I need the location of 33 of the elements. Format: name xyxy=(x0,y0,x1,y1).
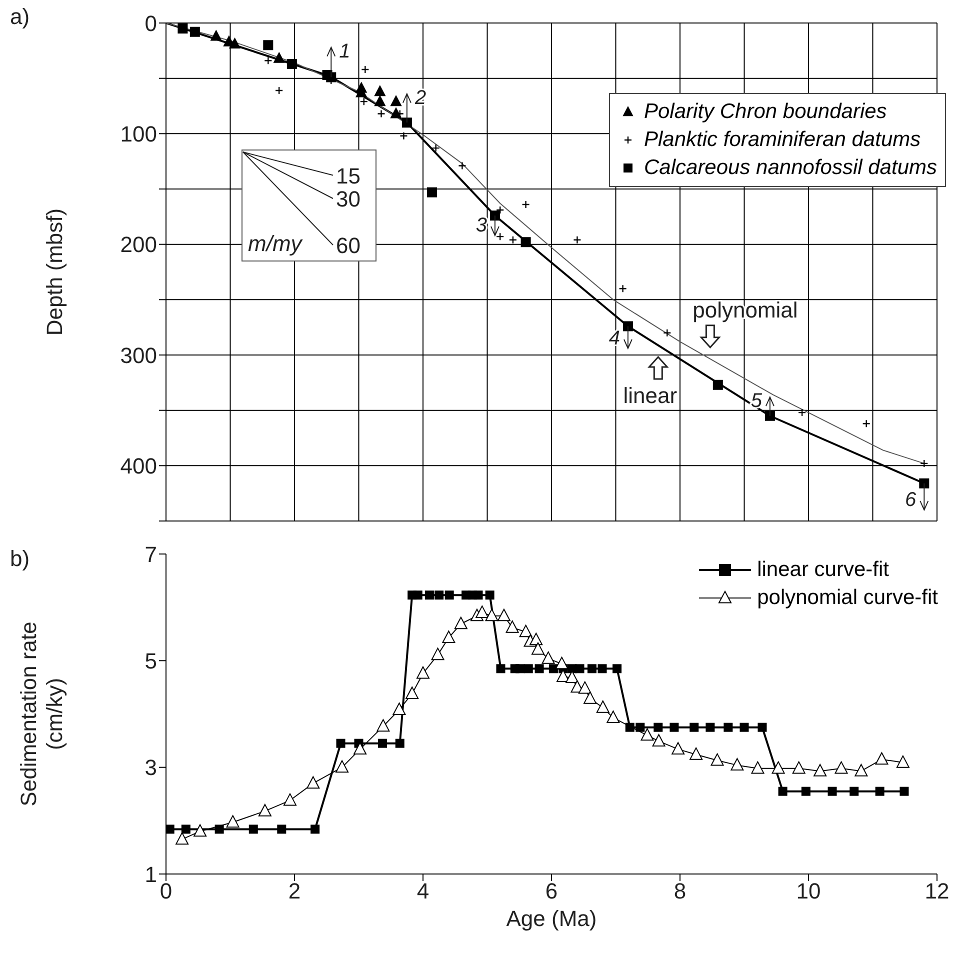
annotation: 30 xyxy=(336,186,360,212)
y-axis-title: Sedimentation rate (cm/ky) xyxy=(16,622,67,806)
y-axis-title: Depth (mbsf) xyxy=(42,208,67,336)
legend-label: linear curve-fit xyxy=(757,557,889,583)
annotation: 60 xyxy=(336,233,360,258)
annotation: linear xyxy=(623,383,678,408)
annotation: 1 xyxy=(339,40,350,62)
x-tick-label: 12 xyxy=(924,878,950,904)
y-tick-label: 5 xyxy=(144,648,157,674)
legend-label: Planktic foraminiferan datums xyxy=(644,127,921,153)
x-axis-title: Age (Ma) xyxy=(506,906,597,931)
x-tick-label: 6 xyxy=(545,878,558,904)
y-tick-label: 0 xyxy=(144,10,157,36)
x-tick-label: 8 xyxy=(674,878,686,904)
annotation: 15 xyxy=(336,163,360,188)
annotation: m/my xyxy=(248,231,304,256)
annotation: 5 xyxy=(750,390,763,412)
y-tick-label: 7 xyxy=(144,542,157,567)
x-tick-label: 2 xyxy=(288,878,301,904)
y-tick-label: 400 xyxy=(120,453,157,478)
y-tick-label: 1 xyxy=(144,862,157,887)
y-tick-label: 100 xyxy=(120,121,157,146)
legend-label: Polarity Chron boundaries xyxy=(644,99,887,125)
legend-label: Calcareous nannofossil datums xyxy=(644,155,937,181)
chart-title: b) xyxy=(10,546,30,571)
chart-title: a) xyxy=(10,4,30,29)
x-tick-label: 10 xyxy=(796,878,821,904)
annotation: 6 xyxy=(905,488,918,511)
legend-label: polynomial curve-fit xyxy=(757,585,938,611)
y-tick-label: 300 xyxy=(120,342,157,368)
x-tick-label: 4 xyxy=(416,878,430,904)
y-tick-label: 200 xyxy=(120,232,157,258)
y-tick-label: 3 xyxy=(144,755,157,780)
